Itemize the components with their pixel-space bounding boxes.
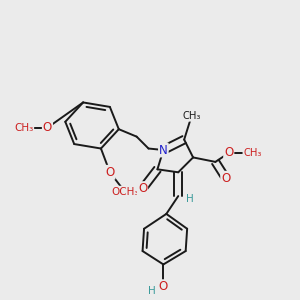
Text: CH₃: CH₃	[243, 148, 262, 158]
Text: O: O	[159, 280, 168, 293]
Text: N: N	[159, 143, 168, 157]
Text: CH₃: CH₃	[14, 123, 33, 133]
Text: O: O	[105, 166, 115, 179]
Text: OCH₃: OCH₃	[111, 187, 139, 196]
Text: O: O	[43, 121, 52, 134]
Text: H: H	[186, 194, 194, 204]
Text: O: O	[221, 172, 230, 185]
Text: H: H	[148, 286, 155, 296]
Text: CH₃: CH₃	[182, 111, 201, 121]
Text: O: O	[224, 146, 233, 160]
Text: O: O	[138, 182, 147, 195]
